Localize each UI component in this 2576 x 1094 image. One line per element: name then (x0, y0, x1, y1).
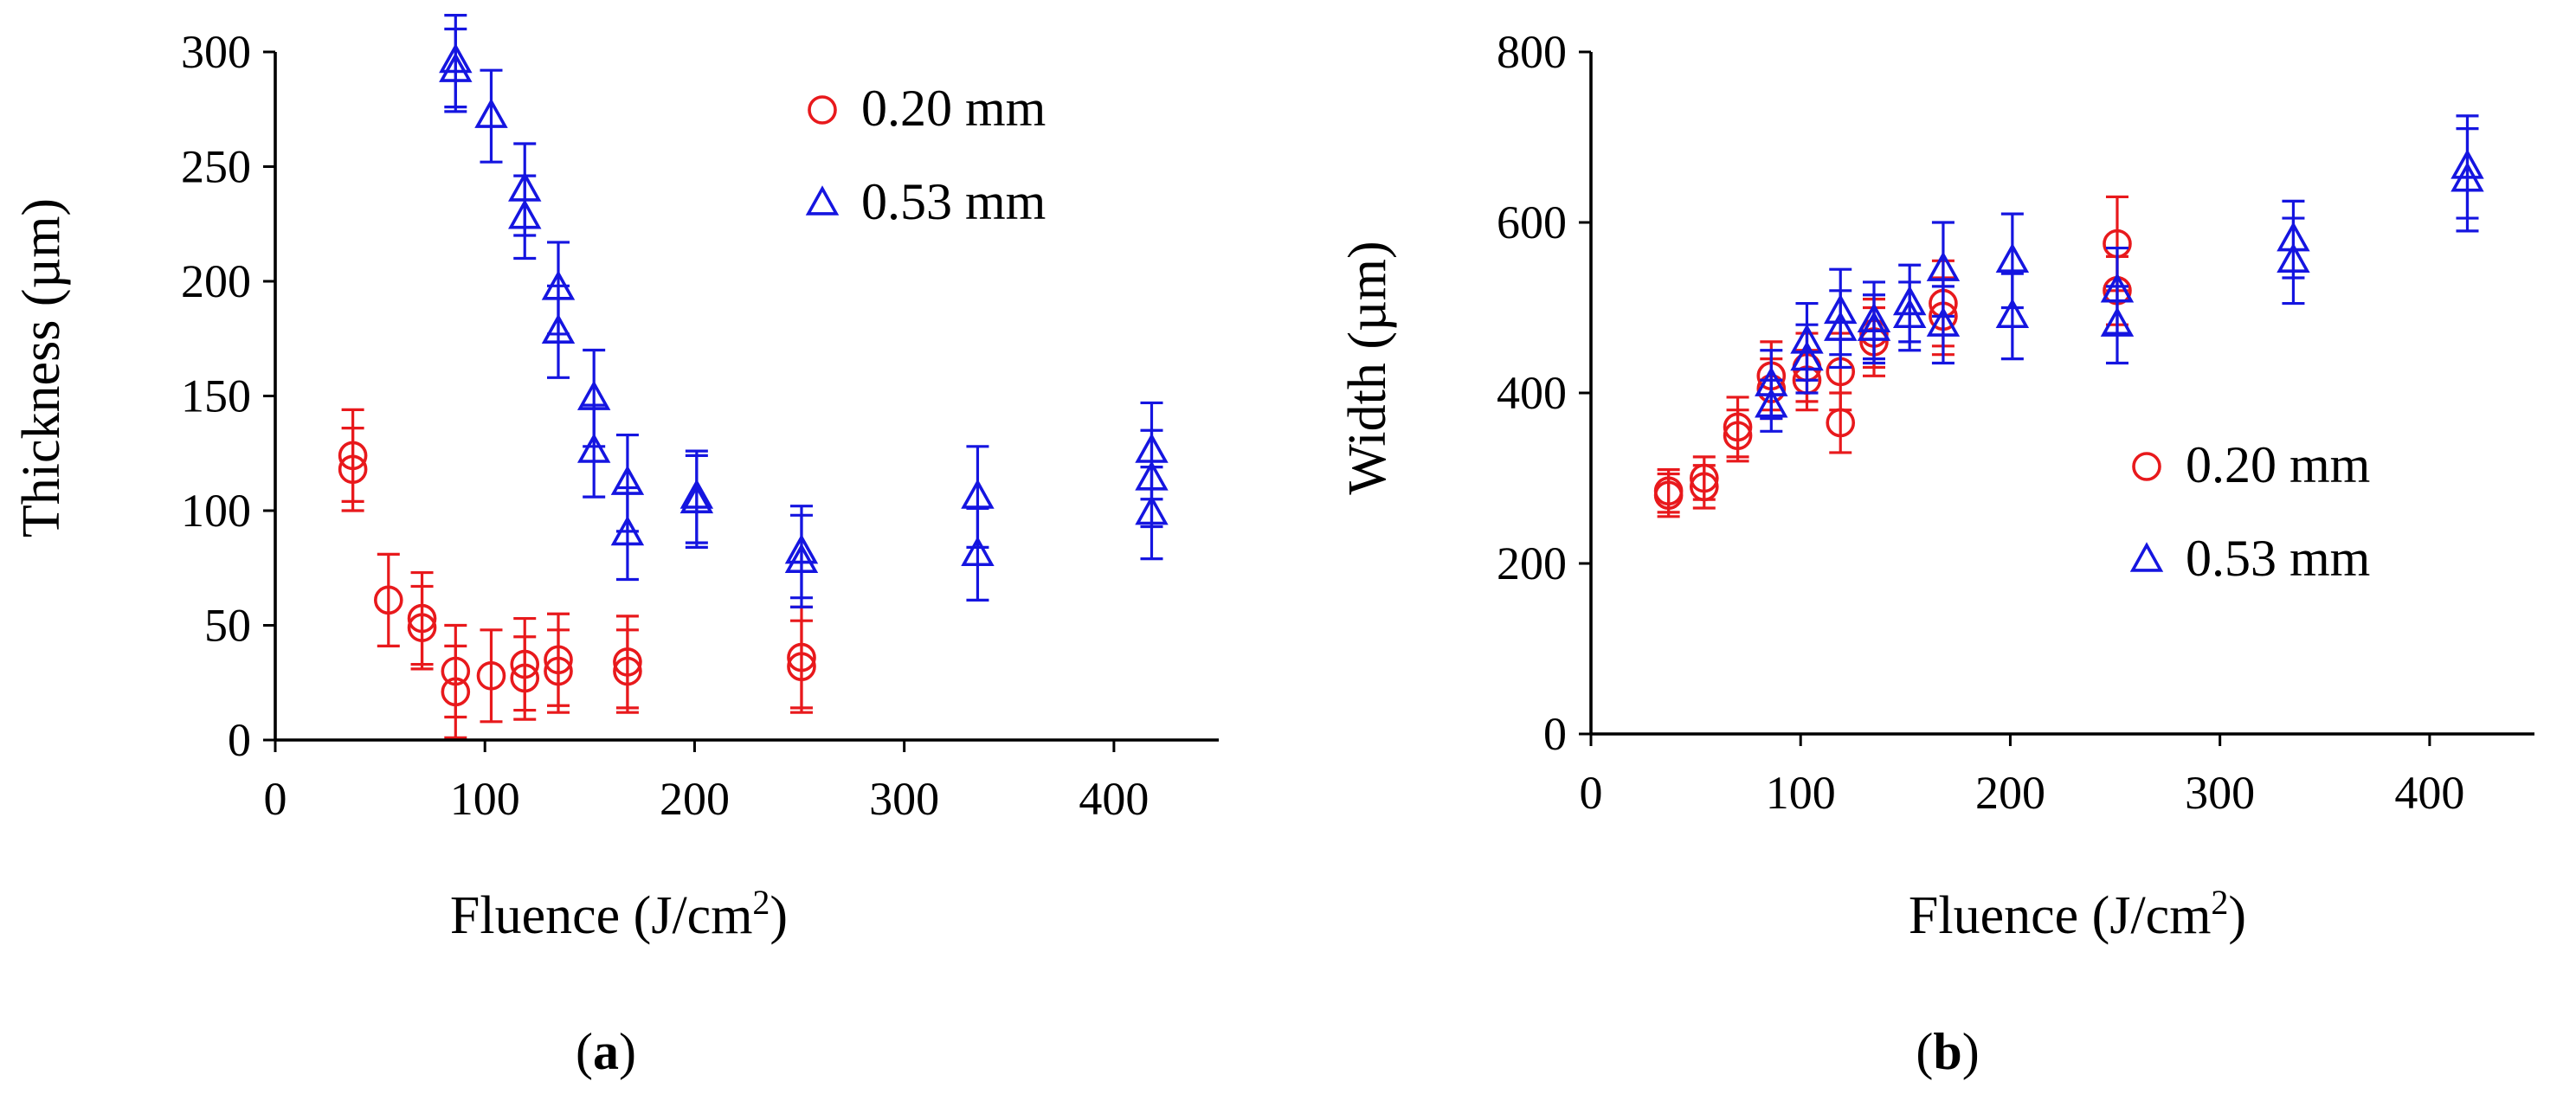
y-tick-label: 600 (1497, 196, 1567, 248)
legend-marker (2129, 542, 2164, 572)
x-axis-title: Fluence (J/cm2) (1909, 883, 2246, 946)
x-axis-title-main: Fluence (J/cm (1909, 886, 2212, 945)
data-point (576, 433, 611, 463)
y-axis-title: Width (µm) (1338, 241, 1397, 494)
data-point (439, 52, 473, 82)
data-point (541, 313, 576, 344)
data-point (1755, 388, 1788, 418)
y-tick-label: 0 (1543, 708, 1567, 760)
series-1 (338, 408, 816, 739)
data-point (610, 515, 645, 546)
data-point (474, 98, 508, 128)
x-tick-label: 200 (660, 773, 730, 825)
data-point (1926, 306, 1961, 337)
y-axis-title: Thickness (µm) (12, 198, 71, 537)
axes: 0 50 100 150 200 250 300 0 100 200 300 400 (181, 26, 1219, 825)
series-2 (1755, 114, 2484, 433)
y-tick-label: 200 (1497, 537, 1567, 589)
data-point (1690, 472, 1719, 502)
y-tick-label: 800 (1497, 26, 1567, 78)
data-point (544, 656, 573, 686)
data-point (613, 656, 642, 686)
data-point (441, 677, 471, 707)
data-point (1653, 480, 1684, 511)
data-point (1892, 298, 1927, 329)
data-point (2277, 242, 2310, 274)
data-point (787, 652, 816, 682)
panel-caption-letter: b (1933, 1023, 1961, 1080)
x-tick-label: 200 (1975, 767, 2045, 819)
y-tick-label: 400 (1497, 367, 1567, 419)
series-2 (439, 14, 1169, 608)
x-axis-title-main: Fluence (J/cm (450, 886, 753, 945)
legend-label: 0.20 mm (2186, 436, 2370, 493)
data-point (1926, 251, 1961, 281)
legend: 0.20 mm 0.53 mm (805, 80, 1046, 230)
data-point (679, 483, 714, 514)
data-point (510, 663, 540, 693)
y-tick-label: 200 (181, 255, 251, 307)
y-tick-label: 50 (204, 600, 251, 652)
x-axis-title-sup: 2 (2211, 883, 2228, 922)
x-axis-title: Fluence (J/cm2) (450, 883, 788, 946)
legend-label: 0.53 mm (861, 173, 1046, 230)
x-tick-label: 100 (1766, 767, 1836, 819)
data-point (1135, 494, 1169, 525)
data-point (338, 454, 368, 485)
data-point (1826, 408, 1856, 438)
x-axis-title-end: ) (770, 886, 788, 945)
panel-caption-b: (b) (1916, 1023, 1979, 1080)
legend-marker (805, 185, 840, 216)
series-layer (338, 14, 1169, 739)
data-point (1790, 340, 1824, 371)
data-point (1723, 421, 1753, 451)
data-point (1857, 311, 1891, 341)
x-tick-label: 100 (450, 773, 520, 825)
y-tick-label: 0 (228, 714, 251, 766)
legend-marker (808, 95, 837, 125)
data-point (476, 660, 506, 691)
y-tick-label: 300 (181, 26, 251, 78)
legend-label: 0.53 mm (2186, 530, 2370, 587)
x-tick-label: 0 (1580, 767, 1603, 819)
data-point (373, 585, 403, 615)
data-point (784, 543, 819, 574)
data-point (1824, 311, 1858, 341)
panel-caption-a: (a) (576, 1023, 636, 1080)
data-point (407, 613, 437, 642)
x-tick-label: 400 (1079, 773, 1149, 825)
x-axis-title-sup: 2 (752, 883, 770, 922)
x-axis-title-end: ) (2228, 886, 2246, 945)
series-layer (1653, 114, 2484, 518)
data-point (1995, 242, 2030, 274)
legend-marker (2132, 452, 2161, 481)
x-tick-label: 300 (2185, 767, 2255, 819)
x-tick-label: 300 (869, 773, 939, 825)
data-point (2100, 306, 2135, 337)
data-point (961, 536, 995, 567)
legend: 0.20 mm 0.53 mm (2129, 436, 2370, 587)
x-tick-label: 400 (2394, 767, 2464, 819)
y-tick-label: 150 (181, 370, 251, 422)
chart-panel-b: 0 200 400 600 800 0 100 200 300 400 0.20 mm 0.53 m… (1338, 26, 2534, 1080)
data-point (2450, 162, 2484, 192)
y-tick-label: 250 (181, 141, 251, 193)
panel-caption-letter: a (593, 1023, 619, 1080)
y-tick-label: 100 (181, 485, 251, 537)
x-tick-label: 0 (264, 773, 287, 825)
axes: 0 200 400 600 800 0 100 200 300 400 (1497, 26, 2534, 819)
legend-label: 0.20 mm (861, 80, 1046, 137)
data-point (1995, 298, 2030, 329)
data-point (508, 199, 542, 229)
